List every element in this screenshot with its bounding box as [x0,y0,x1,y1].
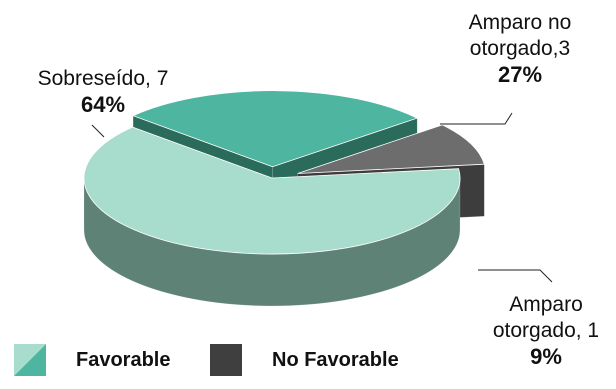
data-label-amparo-otorgado: Amparo otorgado, 1 9% [492,293,600,369]
legend-label-no-favorable: No Favorable [272,348,399,371]
legend-item-no-favorable: No Favorable [210,344,399,376]
legend-swatch-no-favorable [210,344,242,376]
leader-line-otorgado [478,269,553,283]
legend-label-favorable: Favorable [76,348,171,371]
legend-swatch-favorable [14,344,46,376]
data-label-amparo-no-otorgado: Amparo no otorgado,3 27% [468,11,572,87]
data-label-sobreseido: Sobreseído, 7 64% [37,67,169,117]
slice-2-top [297,124,485,174]
leader-line-no-otorgado [440,112,513,125]
slice-1-top [132,90,419,168]
legend-item-favorable: Favorable [14,344,170,376]
slice-0-top [83,126,461,255]
pie-slices [83,90,485,307]
leader-line-sobreseido [91,124,105,138]
leader-lines [91,112,553,283]
